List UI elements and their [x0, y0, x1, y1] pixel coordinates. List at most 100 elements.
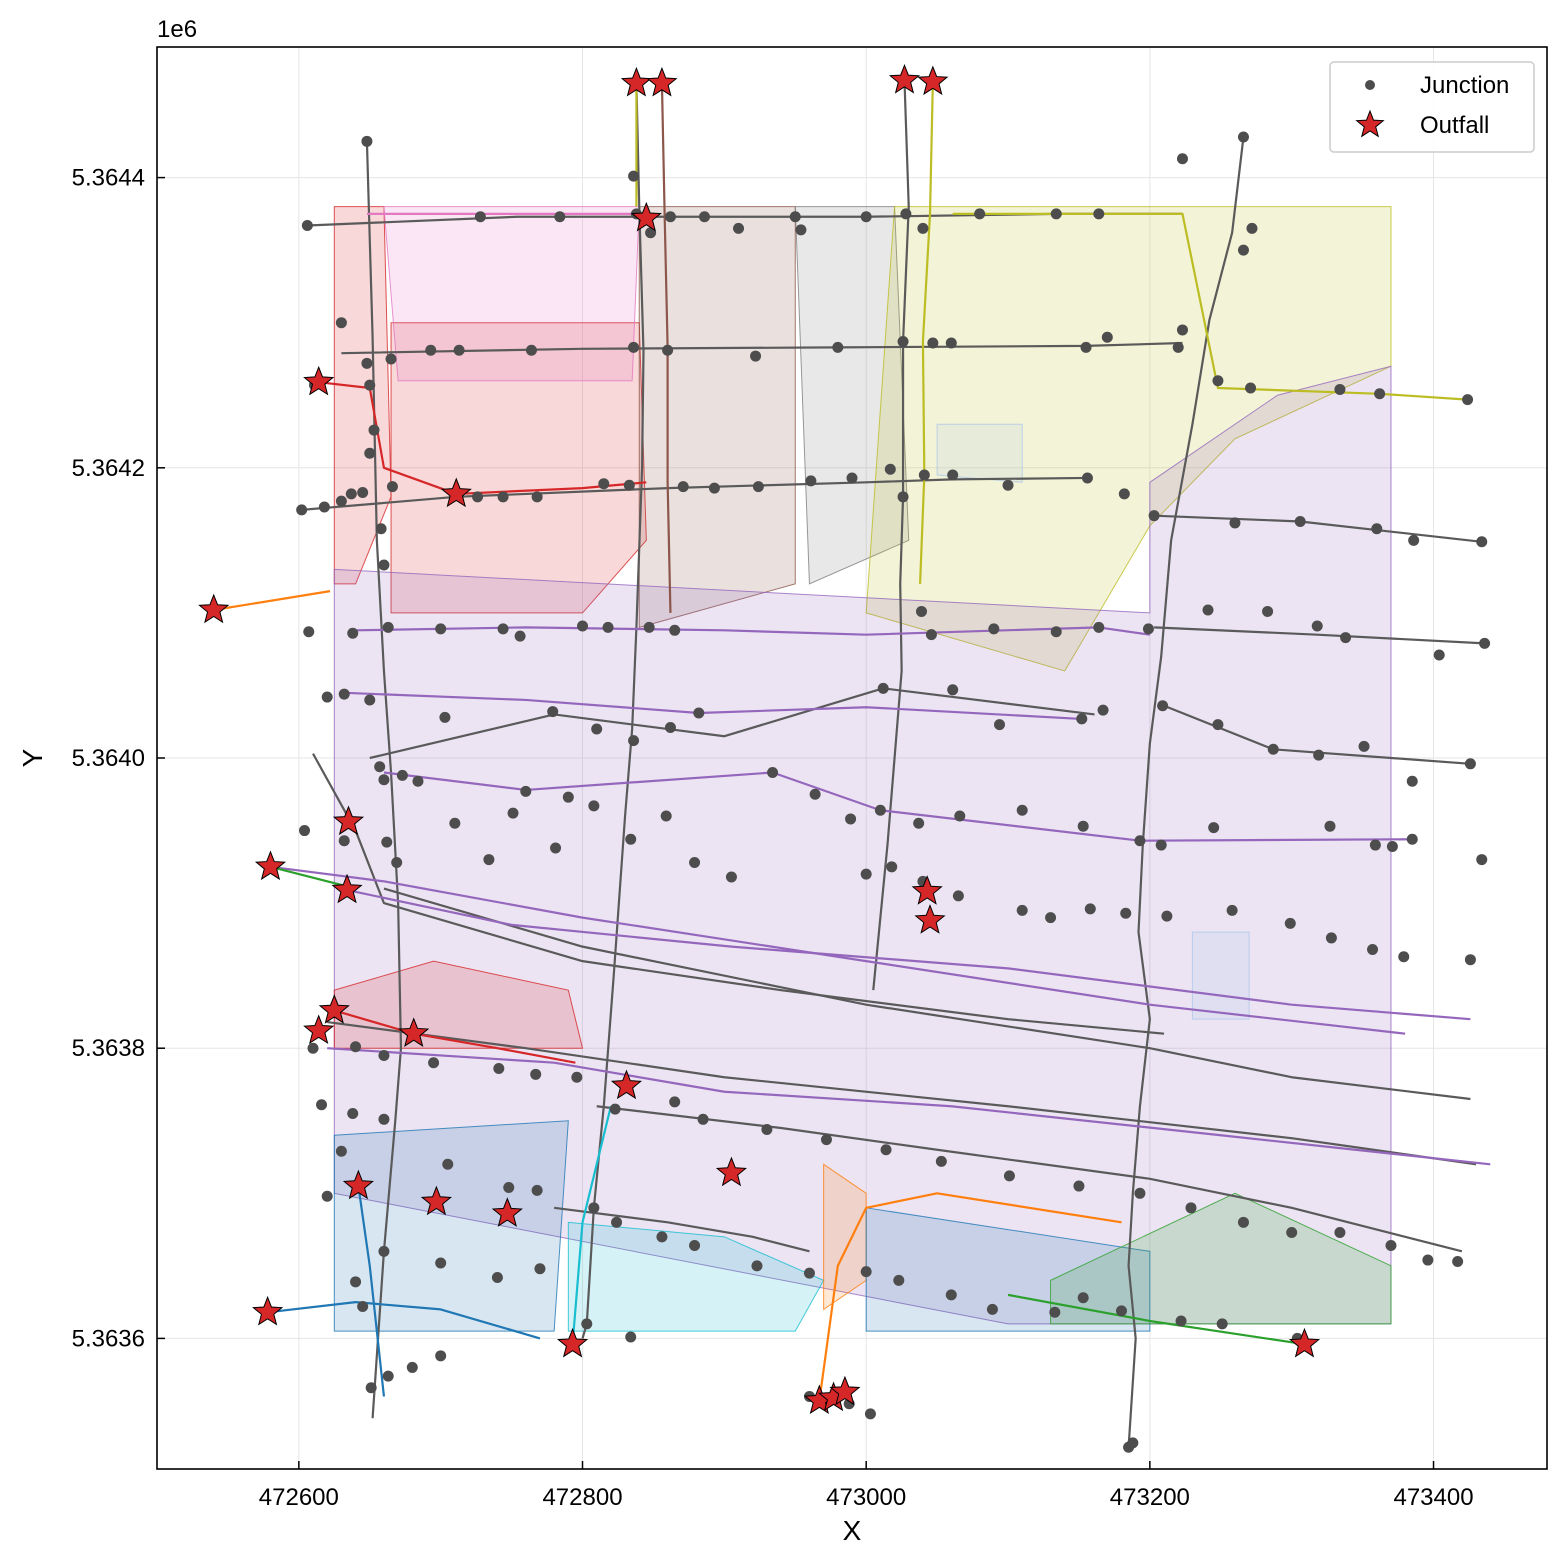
junction-point: [361, 358, 372, 369]
junction-point: [693, 708, 704, 719]
legend-outfall-label: Outfall: [1420, 112, 1489, 139]
y-tick-label: 5.3644: [72, 165, 145, 192]
x-tick-label: 473000: [826, 1484, 906, 1511]
junction-point: [936, 1156, 947, 1167]
junction-point: [1238, 1217, 1249, 1228]
junction-point: [1049, 1307, 1060, 1318]
junction-point: [926, 629, 937, 640]
junction-point: [1143, 623, 1154, 634]
junction-point: [1295, 516, 1306, 527]
junction-point: [378, 1246, 389, 1257]
junction-point: [435, 623, 446, 634]
junction-point: [346, 488, 357, 499]
junction-point: [508, 808, 519, 819]
junction-point: [845, 813, 856, 824]
subcatchment-polygon: [384, 207, 639, 381]
junction-point: [1238, 131, 1249, 142]
junction-point: [322, 692, 333, 703]
junction-point: [1465, 954, 1476, 965]
junction-point: [881, 1144, 892, 1155]
junction-point: [1093, 622, 1104, 633]
junction-point: [751, 1260, 762, 1271]
junction-point: [898, 336, 909, 347]
junction-point: [387, 481, 398, 492]
junction-point: [1208, 822, 1219, 833]
junction-point: [347, 1108, 358, 1119]
junction-point: [493, 1063, 504, 1074]
junction-point: [316, 1099, 327, 1110]
junction-point: [919, 470, 930, 481]
x-tick-label: 472600: [259, 1484, 339, 1511]
subcatchment-polygon: [639, 207, 795, 628]
junction-point: [1157, 700, 1168, 711]
junction-point: [336, 1146, 347, 1157]
junction-point: [357, 1301, 368, 1312]
junction-point: [366, 1382, 377, 1393]
y-tick-label: 5.3638: [72, 1035, 145, 1062]
junction-point: [534, 1263, 545, 1274]
junction-point: [483, 854, 494, 865]
junction-point: [1359, 741, 1370, 752]
junction-point: [1076, 713, 1087, 724]
junction-point: [1098, 705, 1109, 716]
junction-point: [336, 496, 347, 507]
junction-point: [886, 861, 897, 872]
legend-junction-marker: [1365, 80, 1375, 90]
junction-point: [492, 1272, 503, 1283]
junction-point: [900, 208, 911, 219]
junction-point: [397, 770, 408, 781]
junction-point: [861, 1266, 872, 1277]
junction-point: [498, 491, 509, 502]
junction-point: [1078, 821, 1089, 832]
y-axis-label: Y: [17, 748, 48, 767]
junction-point: [1081, 342, 1092, 353]
junction-point: [916, 606, 927, 617]
junction-point: [625, 834, 636, 845]
legend: Junction Outfall: [1330, 62, 1534, 152]
junction-point: [1017, 805, 1028, 816]
junction-point: [947, 684, 958, 695]
junction-point: [1051, 626, 1062, 637]
junction-point: [611, 1217, 622, 1228]
junction-point: [383, 1371, 394, 1382]
junction-point: [1476, 854, 1487, 865]
junction-point: [861, 869, 872, 880]
junction-point: [994, 719, 1005, 730]
junction-point: [1051, 208, 1062, 219]
y-tick-label: 5.3640: [72, 745, 145, 772]
junction-point: [954, 811, 965, 822]
junction-point: [439, 712, 450, 723]
junction-point: [1334, 384, 1345, 395]
subcatchment-polygon: [1192, 932, 1249, 1019]
junction-point: [917, 223, 928, 234]
junction-point: [1286, 1227, 1297, 1238]
junction-point: [449, 818, 460, 829]
junction-point: [378, 1050, 389, 1061]
junction-point: [515, 631, 526, 642]
junction-point: [1452, 1256, 1463, 1267]
junction-point: [1387, 841, 1398, 852]
junction-point: [1127, 1437, 1138, 1448]
junction-point: [761, 1124, 772, 1135]
junction-point: [1262, 606, 1273, 617]
junction-point: [898, 491, 909, 502]
junction-point: [1177, 324, 1188, 335]
x-axis-label: X: [843, 1515, 862, 1546]
junction-point: [503, 1182, 514, 1193]
y-tick-label: 5.3636: [72, 1325, 145, 1352]
junction-point: [625, 1331, 636, 1342]
junction-point: [1156, 840, 1167, 851]
junction-point: [442, 1159, 453, 1170]
junction-point: [296, 504, 307, 515]
junction-point: [347, 628, 358, 639]
junction-point: [1326, 932, 1337, 943]
junction-point: [821, 1134, 832, 1145]
junction-point: [1434, 649, 1445, 660]
junction-point: [435, 1257, 446, 1268]
junction-point: [1073, 1181, 1084, 1192]
junction-point: [1085, 903, 1096, 914]
junction-point: [532, 1185, 543, 1196]
junction-point: [308, 1043, 319, 1054]
junction-point: [547, 706, 558, 717]
